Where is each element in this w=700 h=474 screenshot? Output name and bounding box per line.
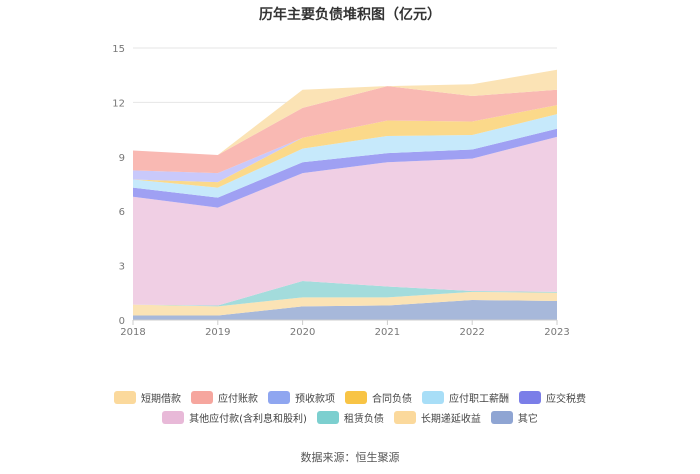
- legend-label: 其他应付款(含利息和股利): [189, 414, 307, 425]
- legend-item[interactable]: 其它: [490, 410, 538, 425]
- x-tick-label: 2023: [544, 327, 569, 338]
- legend-swatch: [316, 411, 339, 424]
- x-tick-label: 2020: [290, 327, 315, 338]
- legend-item[interactable]: 短期借款: [114, 390, 181, 405]
- x-tick-label: 2019: [205, 327, 230, 338]
- legend-swatch: [162, 411, 185, 424]
- y-tick-label: 15: [112, 44, 125, 55]
- y-tick-label: 3: [119, 262, 125, 273]
- chart-title: 历年主要负债堆积图（亿元）: [259, 7, 441, 23]
- x-tick-label: 2022: [459, 327, 484, 338]
- legend-item[interactable]: 应付账款: [191, 390, 258, 405]
- legend-label: 长期递延收益: [420, 414, 481, 425]
- area-series-1: [133, 291, 557, 316]
- area-series-0: [133, 300, 557, 320]
- legend-item[interactable]: 应付职工薪酬: [422, 390, 509, 405]
- legend-label: 预收款项: [295, 394, 335, 405]
- legend-label: 租赁负债: [343, 414, 384, 425]
- legend-swatch: [422, 391, 444, 404]
- y-tick-label: 6: [119, 207, 125, 218]
- legend-item[interactable]: 应交税费: [519, 390, 586, 405]
- legend-swatch: [268, 391, 290, 404]
- area-series-2: [133, 281, 557, 307]
- legend-item[interactable]: 其他应付款(含利息和股利): [162, 410, 307, 425]
- area-series-layer: [133, 69, 557, 320]
- area-series-9: [133, 69, 557, 155]
- legend-swatch: [191, 391, 213, 404]
- legend-swatch: [393, 411, 416, 424]
- area-series-5: [133, 114, 557, 198]
- source-note: 数据来源：恒生聚源: [300, 451, 400, 464]
- legend-item[interactable]: 租赁负债: [316, 410, 384, 425]
- legend-item[interactable]: 预收款项: [268, 390, 335, 405]
- x-tick-label: 2018: [120, 327, 145, 338]
- axes: 0 3 6 9 12 15 2018 2019 2020 2021 2022 2023: [112, 44, 569, 338]
- y-tick-label: 12: [112, 98, 125, 109]
- area-series-8: [133, 86, 557, 174]
- area-series-3: [133, 136, 557, 306]
- area-series-4: [133, 128, 557, 208]
- y-tick-label: 9: [119, 153, 125, 164]
- legend-row-1: 短期借款 应付账款 预收款项 合同负债 应付职工薪酬 应交税费: [0, 390, 700, 405]
- legend-item[interactable]: 合同负债: [345, 390, 412, 405]
- legend-label: 其它: [517, 414, 538, 425]
- legend-label: 应付账款: [218, 394, 258, 405]
- legend-label: 应交税费: [546, 394, 586, 405]
- legend-swatch: [114, 391, 136, 404]
- legend-label: 合同负债: [372, 394, 412, 405]
- x-tick-label: 2021: [375, 327, 400, 338]
- area-series-6: [133, 105, 557, 188]
- legend-item[interactable]: 长期递延收益: [393, 410, 481, 425]
- legend-label: 应付职工薪酬: [449, 394, 509, 405]
- legend-swatch: [519, 391, 541, 404]
- area-series-7: [133, 105, 557, 183]
- legend-label: 短期借款: [141, 394, 181, 405]
- legend-row-2: 其他应付款(含利息和股利) 租赁负债 长期递延收益 其它: [0, 410, 700, 425]
- y-tick-label: 0: [119, 316, 125, 327]
- legend-swatch: [345, 391, 367, 404]
- legend-swatch: [490, 411, 513, 424]
